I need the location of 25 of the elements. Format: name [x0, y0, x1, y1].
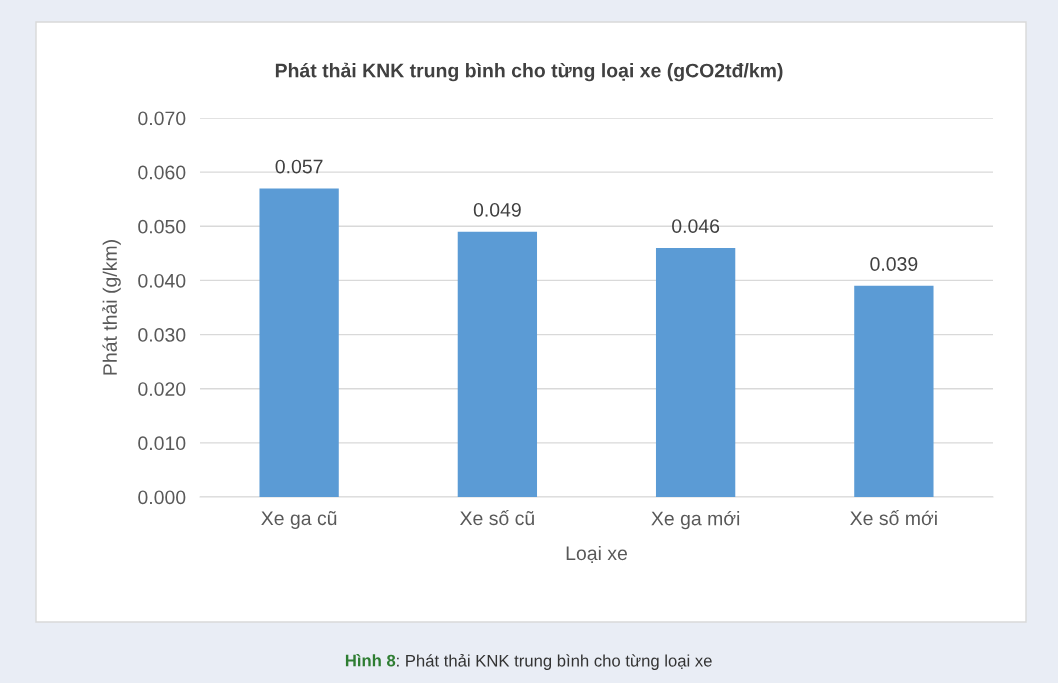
chart-title: Phát thải KNK trung bình cho từng loại xe (gCO2tđ/km)	[275, 62, 783, 82]
bar	[854, 285, 934, 497]
y-axis-title: Phát thải (g/km)	[102, 240, 121, 375]
text: Hình 8	[345, 654, 396, 667]
x-axis-title: Loại xe	[566, 545, 627, 563]
y-tick-label: 0.060	[138, 165, 186, 180]
data-label: 0.057	[275, 159, 323, 174]
y-tick-label: 0.030	[138, 328, 186, 342]
y-tick-label: 0.050	[138, 219, 186, 234]
y-tick-label: 0.070	[138, 111, 186, 126]
x-tick-label: Xe ga mới	[651, 510, 740, 530]
bar	[259, 188, 339, 497]
y-tick-label: 0.010	[138, 436, 186, 451]
data-label: 0.046	[672, 219, 720, 233]
x-tick-label: Xe số mới	[850, 510, 937, 526]
data-label: 0.049	[473, 202, 521, 217]
bar	[457, 231, 538, 497]
data-label: 0.039	[870, 257, 918, 271]
bar	[655, 247, 736, 497]
x-tick-label: Xe ga cũ	[261, 511, 337, 530]
y-tick-label: 0.020	[138, 382, 186, 396]
y-tick-label: 0.040	[138, 273, 186, 288]
y-tick-label: 0.000	[138, 490, 186, 505]
text: : Phát thải KNK trung bình cho từng loại xe	[397, 654, 712, 670]
x-tick-label: Xe số cũ	[459, 510, 534, 526]
